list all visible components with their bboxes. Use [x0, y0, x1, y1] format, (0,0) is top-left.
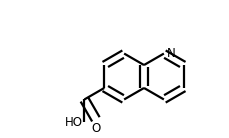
Text: N: N [166, 47, 174, 60]
Text: O: O [91, 122, 100, 135]
Text: HO: HO [64, 116, 82, 129]
